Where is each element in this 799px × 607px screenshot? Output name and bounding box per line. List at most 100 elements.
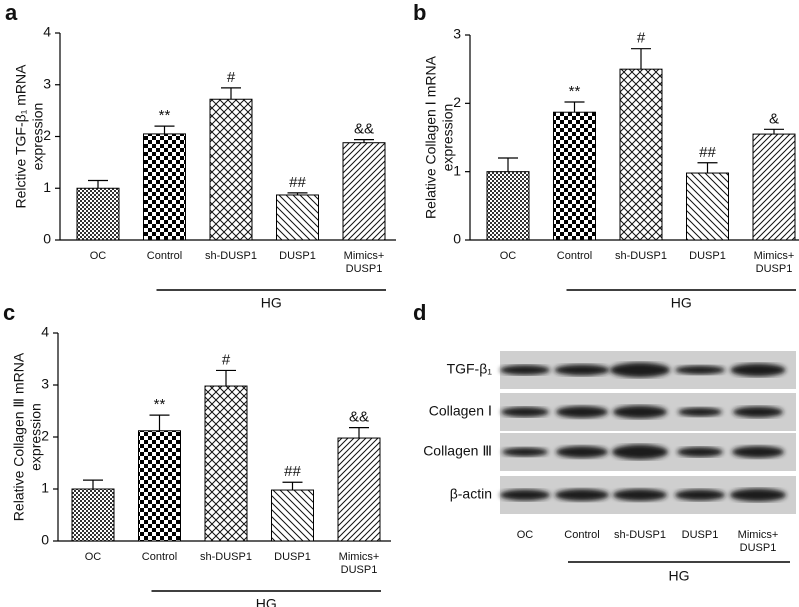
y-tick-label: 2 xyxy=(43,127,51,143)
bar xyxy=(209,98,253,241)
bar xyxy=(553,111,596,241)
blot-band xyxy=(613,405,667,419)
x-tick-label: Mimics+ DUSP1 xyxy=(754,250,795,275)
blot-row-label: TGF-β₁ xyxy=(447,361,493,377)
blot-band xyxy=(501,407,549,417)
blot-band xyxy=(556,406,608,418)
y-tick-label: 2 xyxy=(453,94,461,110)
y-tick-label: 1 xyxy=(41,480,49,496)
error-bar xyxy=(221,87,241,100)
annotation: ## xyxy=(289,174,306,191)
y-axis-label: Relative Collagen Ⅰ mRNA xyxy=(423,55,439,219)
blot-column-label: DUSP1 xyxy=(682,529,719,541)
blot-band xyxy=(556,446,608,458)
y-axis-label: expression xyxy=(440,104,456,172)
annotation: & xyxy=(769,110,779,127)
blot-band xyxy=(733,406,783,418)
panel-label: d xyxy=(413,300,426,325)
blot-band xyxy=(732,446,784,458)
annotation: ## xyxy=(699,144,716,161)
blot-band xyxy=(610,362,670,378)
x-tick-label: Control xyxy=(557,250,592,262)
blot-band xyxy=(678,407,722,417)
group-label: HG xyxy=(669,568,690,584)
error-bar xyxy=(349,427,369,439)
blot-row-label: β-actin xyxy=(450,486,492,502)
blot-row-label: Collagen Ⅲ xyxy=(423,443,492,459)
bar xyxy=(619,68,663,241)
bar xyxy=(138,430,181,542)
bar xyxy=(271,489,314,542)
blot-band xyxy=(613,489,667,501)
x-tick-label: sh-DUSP1 xyxy=(200,551,252,563)
annotation: ## xyxy=(284,463,301,480)
annotation: # xyxy=(637,30,646,47)
blot-column-label: Mimics+ DUSP1 xyxy=(738,529,779,554)
y-tick-label: 3 xyxy=(453,26,461,42)
blot-column-label: Control xyxy=(564,529,599,541)
error-bar xyxy=(697,162,718,174)
error-bar xyxy=(83,479,103,489)
blot-band xyxy=(502,447,548,457)
annotation: ** xyxy=(159,107,171,124)
error-bar xyxy=(354,139,374,143)
x-tick-label: Mimics+ DUSP1 xyxy=(339,551,380,576)
x-tick-label: OC xyxy=(500,250,517,262)
x-tick-label: sh-DUSP1 xyxy=(615,250,667,262)
annotation: && xyxy=(349,409,369,426)
error-bar xyxy=(498,157,518,172)
y-tick-label: 4 xyxy=(41,324,49,340)
y-tick-label: 0 xyxy=(453,231,461,247)
error-bar xyxy=(564,101,585,113)
y-tick-label: 4 xyxy=(43,24,51,40)
x-tick-label: Control xyxy=(142,551,177,563)
y-axis-label: expression xyxy=(30,103,46,171)
y-tick-label: 2 xyxy=(41,428,49,444)
blot-column-label: sh-DUSP1 xyxy=(614,529,666,541)
annotation: ** xyxy=(569,83,581,100)
y-tick-label: 0 xyxy=(41,532,49,548)
x-tick-label: Mimics+ DUSP1 xyxy=(344,250,385,275)
bar xyxy=(486,171,530,241)
error-bar xyxy=(154,125,175,134)
blot-band xyxy=(555,489,609,501)
blot-band xyxy=(675,365,725,375)
annotation: ** xyxy=(154,396,166,413)
annotation: # xyxy=(227,69,236,86)
x-tick-label: OC xyxy=(90,250,107,262)
group-label: HG xyxy=(671,295,692,311)
error-bar xyxy=(282,481,303,491)
x-tick-label: DUSP1 xyxy=(689,250,726,262)
y-tick-label: 3 xyxy=(41,376,49,392)
bar xyxy=(276,194,319,241)
error-bar xyxy=(88,179,108,189)
blot-band xyxy=(677,447,723,457)
blot-band xyxy=(500,489,550,501)
y-tick-label: 1 xyxy=(453,162,461,178)
error-bar xyxy=(149,414,170,431)
bar xyxy=(204,385,248,542)
error-bar xyxy=(216,369,236,387)
annotation: && xyxy=(354,121,374,138)
x-tick-label: OC xyxy=(85,551,102,563)
bar xyxy=(686,172,729,241)
blot-band xyxy=(500,365,550,375)
x-tick-label: sh-DUSP1 xyxy=(205,250,257,262)
error-bar xyxy=(287,192,308,195)
bar xyxy=(752,133,796,241)
group-label: HG xyxy=(256,596,277,607)
bar xyxy=(71,488,115,542)
y-tick-label: 3 xyxy=(43,75,51,91)
x-tick-label: DUSP1 xyxy=(279,250,316,262)
blot-row-label: Collagen Ⅰ xyxy=(429,403,492,419)
panel-label: a xyxy=(5,0,18,25)
blot-band xyxy=(675,489,725,501)
y-axis-label: Relative Collagen Ⅲ mRNA xyxy=(11,352,27,521)
y-tick-label: 0 xyxy=(43,231,51,247)
bar xyxy=(143,133,186,241)
y-tick-label: 1 xyxy=(43,179,51,195)
bar xyxy=(337,437,381,542)
error-bar xyxy=(631,48,651,70)
blot-band xyxy=(730,488,786,502)
